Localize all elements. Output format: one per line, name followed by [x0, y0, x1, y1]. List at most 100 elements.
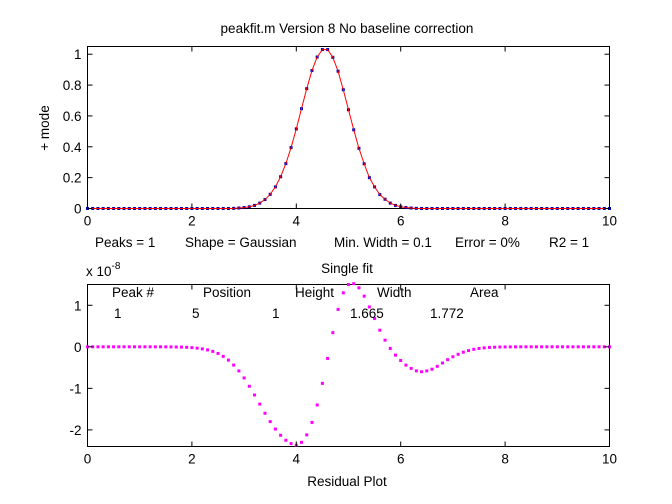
residual-plot-data-point [326, 356, 330, 360]
results-table: Peak # Position Height Width Area 1 5 1 … [112, 285, 499, 321]
residual-plot-data-point [550, 345, 554, 349]
top-plot: peakfit.m Version 8 No baseline correcti… [37, 21, 617, 229]
residual-plot-data-point [300, 440, 304, 444]
residual-plot-y-tick-label: 1 [74, 298, 82, 313]
residual-plot-data-point [602, 345, 606, 349]
top-plot-y-tick-label: 0.8 [63, 78, 82, 93]
residual-plot-data-point [383, 338, 387, 342]
residual-plot-data-point [519, 345, 523, 349]
residual-plot-x-tick-label: 8 [501, 452, 509, 467]
table-header-peak: Peak # [112, 285, 155, 300]
top-plot-y-tick-label: 0 [74, 202, 82, 217]
residual-plot-data-point [529, 345, 533, 349]
residual-plot-data-point [514, 345, 518, 349]
residual-plot-data-point [331, 331, 335, 335]
residual-plot-data-point [263, 411, 267, 415]
top-plot-frame [87, 46, 610, 209]
residual-plot-data-point [592, 345, 596, 349]
residual-plot-data-point [138, 345, 142, 349]
top-plot-fit-line [87, 49, 610, 209]
fit-summary-r2: R2 = 1 [549, 235, 589, 250]
table-cell-width: 1.665 [350, 306, 384, 321]
residual-plot-data-point [310, 420, 314, 424]
fit-summary-peaks: Peaks = 1 [95, 235, 155, 250]
residual-plot-data-point [498, 345, 502, 349]
table-cell-position: 5 [192, 306, 200, 321]
residual-plot-data-point [425, 369, 429, 373]
table-header-height: Height [295, 285, 334, 300]
residual-plot-data-point [571, 345, 575, 349]
residual-plot-data-point [226, 358, 230, 362]
residual-plot-data-point [148, 345, 152, 349]
residual-plot-data-point [357, 286, 361, 290]
residual-plot-x-tick-label: 4 [293, 452, 301, 467]
residual-plot-data-point [467, 349, 471, 353]
residual-plot-data-point [106, 345, 110, 349]
residual-plot-data-point [482, 346, 486, 350]
fit-summary: Peaks = 1 Shape = Gaussian Min. Width = … [95, 235, 589, 250]
residual-plot-data-point [169, 345, 173, 349]
residual-plot-data-point [545, 345, 549, 349]
residual-plot-data-point [352, 282, 356, 286]
residual-plot-data-point [493, 345, 497, 349]
residual-plot-data-point [174, 345, 178, 349]
residual-plot-data-point [561, 345, 565, 349]
top-plot-x-tick-label: 10 [602, 214, 617, 229]
residual-plot-data-point [393, 353, 397, 357]
residual-plot-data-point [315, 403, 319, 407]
residual-plot-x-ticks: 0 2 4 6 8 10 [84, 284, 617, 467]
top-plot-series [86, 48, 611, 210]
table-header-area: Area [470, 285, 499, 300]
residual-plot-data-point [435, 364, 439, 368]
residual-plot-data-point [268, 420, 272, 424]
residual-plot-data-point [179, 345, 183, 349]
fit-summary-error: Error = 0% [455, 235, 520, 250]
residual-plot-data-point [461, 350, 465, 354]
residual-plot-data-point [414, 369, 418, 373]
residual-plot-data-point [341, 291, 345, 295]
residual-plot-data-point [446, 358, 450, 362]
residual-plot-data-point [362, 294, 366, 298]
top-plot-y-ticks: 0 0.2 0.4 0.6 0.8 1 [63, 47, 610, 217]
table-header-width: Width [377, 285, 412, 300]
top-plot-x-ticks: 0 2 4 6 8 10 [84, 46, 617, 229]
table-header-position: Position [203, 285, 251, 300]
residual-plot-data-point [367, 305, 371, 309]
residual-plot-data-point [164, 345, 168, 349]
residual-plot-data-point [587, 345, 591, 349]
residual-plot-data-point [211, 349, 215, 353]
residual-plot-x-tick-label: 10 [602, 452, 617, 467]
residual-plot-data-point [200, 347, 204, 351]
residual-plot-data-point [242, 376, 246, 380]
residual-plot-data-point [284, 438, 288, 442]
residual-plot-title: Single fit [321, 261, 373, 276]
residual-plot-y-tick-label: -2 [69, 423, 81, 438]
residual-plot-data-point [555, 345, 559, 349]
residual-plot-data-point [237, 369, 241, 373]
top-plot-y-tick-label: 0.6 [63, 109, 82, 124]
residual-y-exponent-power: -8 [112, 261, 121, 272]
residual-plot-data-point [347, 283, 350, 286]
top-plot-y-tick-label: 0.4 [63, 140, 82, 155]
table-cell-height: 1 [272, 306, 280, 321]
fit-summary-shape: Shape = Gaussian [185, 235, 296, 250]
residual-plot-data-point [503, 345, 507, 349]
residual-plot-y-ticks: -2 -1 0 1 [69, 298, 610, 438]
residual-plot-data-point [117, 345, 121, 349]
residual-plot-data-point [258, 402, 262, 406]
residual-plot-data-point [195, 346, 199, 350]
top-plot-y-label: + mode [37, 105, 52, 150]
top-plot-y-tick-label: 0.2 [63, 171, 82, 186]
residual-plot: Single fit x 10-8 0 2 4 6 8 10 -2 -1 0 1 Peak # … [69, 261, 617, 489]
residual-plot-data-point [420, 370, 424, 374]
top-plot-x-tick-label: 8 [501, 214, 509, 229]
residual-plot-data-point [122, 345, 126, 349]
residual-plot-data-point [597, 345, 601, 349]
residual-plot-data-point [206, 348, 210, 352]
residual-plot-data-point [190, 346, 194, 350]
residual-plot-data-point [440, 361, 444, 365]
residual-plot-y-tick-label: -1 [69, 381, 81, 396]
residual-plot-data-point [127, 345, 131, 349]
residual-plot-x-tick-label: 6 [397, 452, 405, 467]
